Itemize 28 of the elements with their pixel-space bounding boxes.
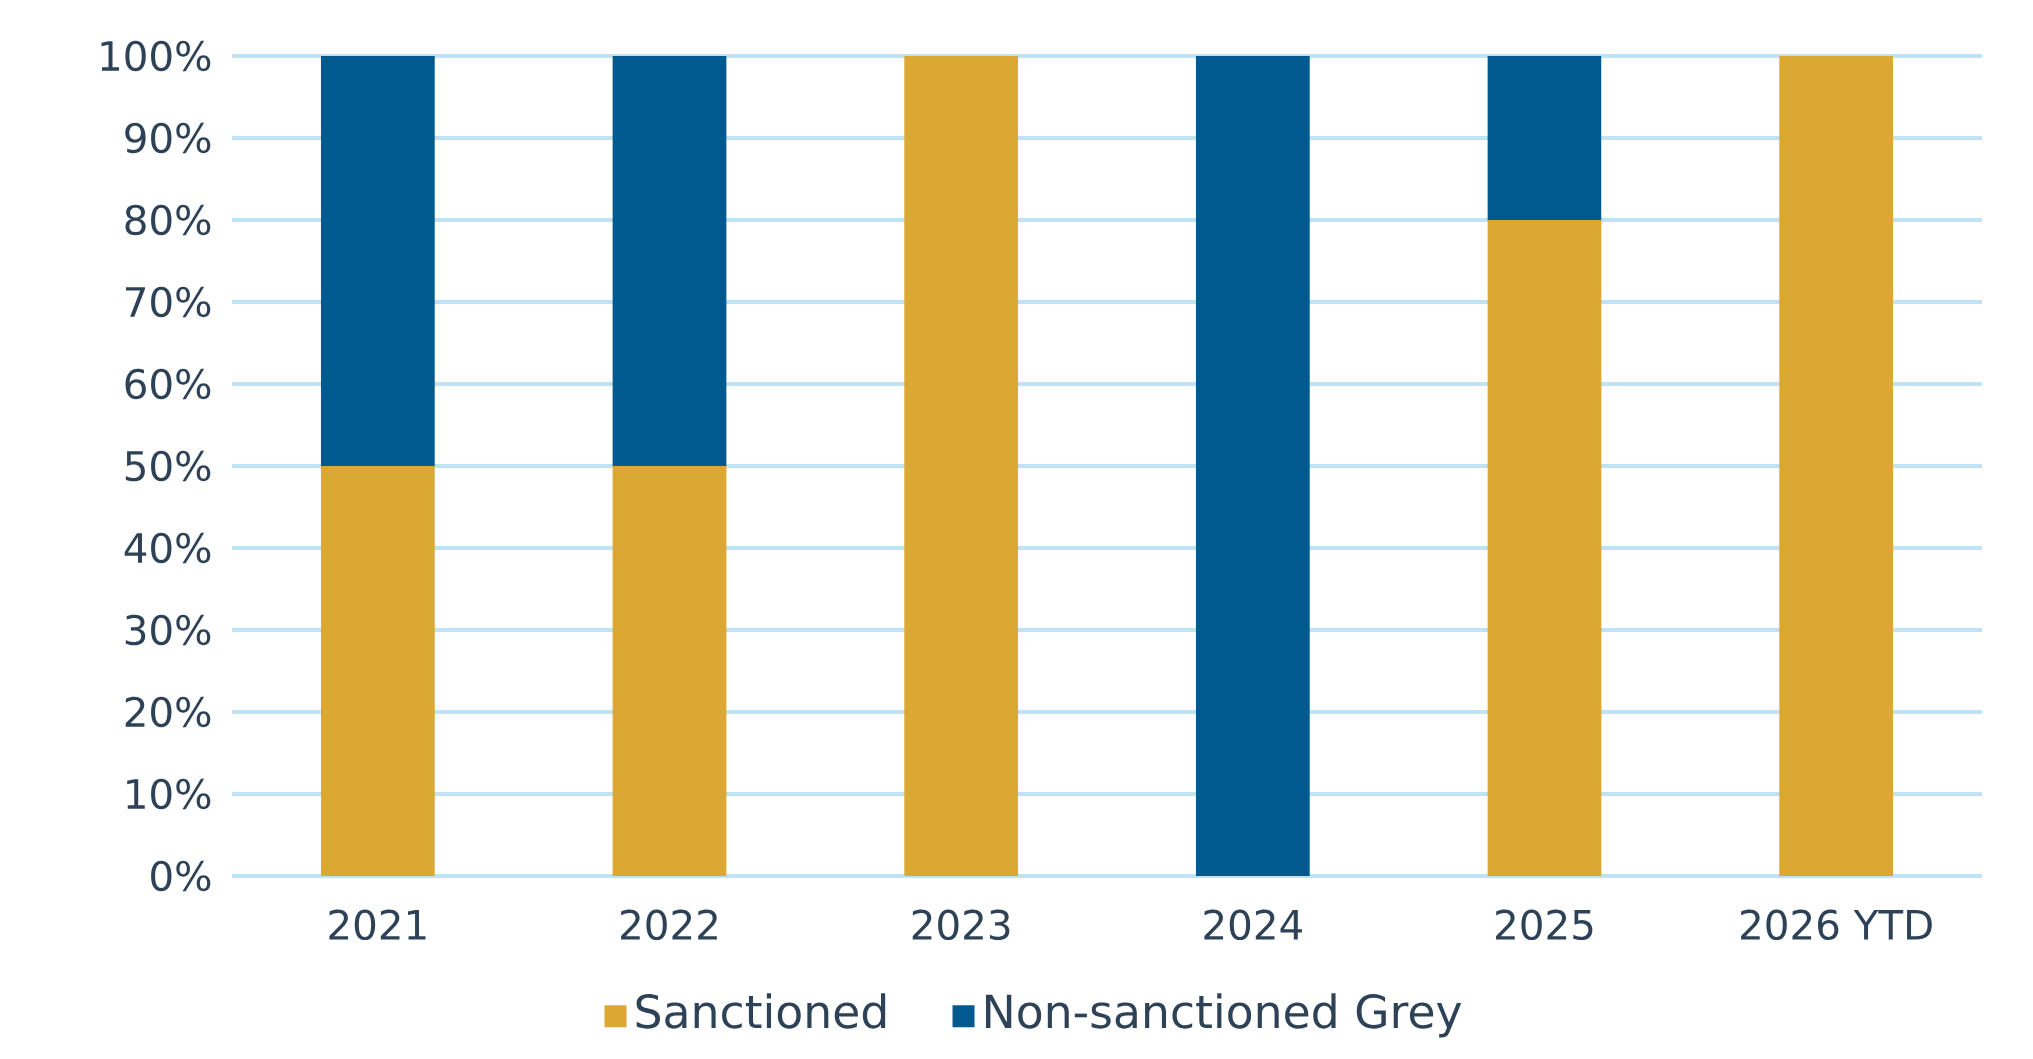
x-tick-label: 2024 — [1204, 909, 1302, 941]
y-tick-label: 20% — [125, 696, 211, 728]
y-tick-label: 30% — [125, 614, 211, 646]
bar — [320, 56, 435, 466]
y-tick-label: 50% — [125, 450, 211, 482]
bar — [612, 56, 727, 466]
y-tick-label: 60% — [125, 368, 211, 400]
x-tick-label: 2023 — [912, 909, 1010, 941]
bar — [904, 56, 1019, 876]
x-tick-label: 2026 YTD — [1741, 909, 1932, 941]
y-tick-label: 80% — [125, 204, 211, 236]
x-tick-label: 2021 — [329, 909, 426, 941]
y-tick-label: 10% — [127, 778, 211, 810]
y-tick-label: 90% — [125, 122, 211, 154]
bar — [612, 466, 727, 876]
y-tick-label: 0% — [151, 860, 211, 892]
x-tick-label: 2022 — [621, 909, 717, 941]
y-tick-label: 40% — [124, 532, 211, 564]
bar — [1779, 56, 1894, 876]
bar — [1487, 56, 1602, 220]
bar — [1195, 56, 1310, 876]
legend-label: Sanctioned — [636, 993, 886, 1029]
bar — [1487, 220, 1602, 876]
x-tick-label: 2025 — [1496, 909, 1593, 941]
legend-label: Non-sanctioned Grey — [986, 993, 1462, 1038]
y-tick-label: 70% — [126, 286, 211, 318]
bar — [320, 466, 435, 876]
y-tick-label: 100% — [101, 40, 211, 72]
